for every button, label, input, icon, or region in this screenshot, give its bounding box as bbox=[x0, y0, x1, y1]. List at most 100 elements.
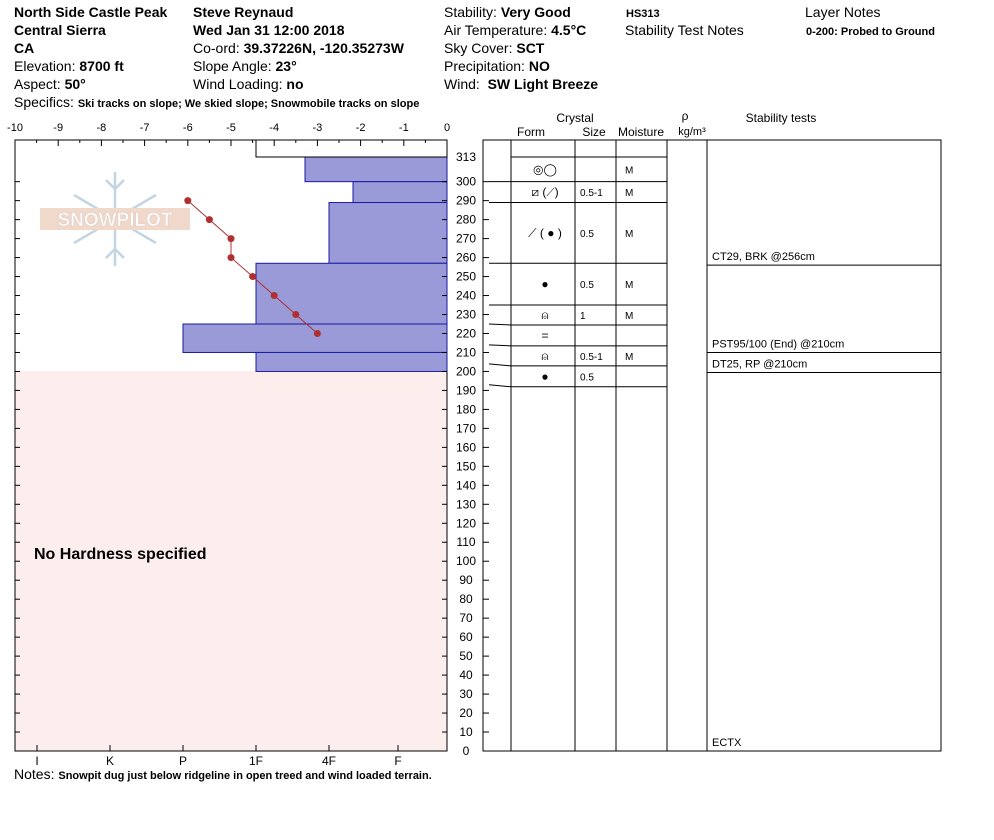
depth-tick-label: 120 bbox=[456, 516, 476, 530]
crystal-size: 1 bbox=[580, 311, 586, 322]
temperature-point bbox=[205, 216, 213, 224]
aspect-label: Aspect: bbox=[14, 76, 61, 92]
header-size: Size bbox=[582, 125, 606, 139]
depth-tick-label: 150 bbox=[456, 459, 476, 473]
temperature-tick-label: -7 bbox=[140, 122, 150, 134]
wind-loading-label: Wind Loading: bbox=[193, 76, 283, 92]
state-name: CA bbox=[14, 40, 35, 56]
depth-tick-label: 170 bbox=[456, 421, 476, 435]
no-hardness-region bbox=[15, 371, 447, 751]
hardness-tick-label: F bbox=[394, 754, 401, 768]
hardness-bar bbox=[182, 323, 448, 353]
depth-tick-label: 110 bbox=[456, 535, 475, 549]
crystal-moisture: M bbox=[625, 188, 633, 199]
depth-tick-label: 300 bbox=[456, 175, 476, 189]
temperature-tick-label: -3 bbox=[313, 122, 323, 134]
notes-field: Notes: Snowpit dug just below ridgeline … bbox=[14, 766, 432, 784]
depth-tick-label: 250 bbox=[456, 270, 476, 284]
hardness-bar bbox=[255, 351, 448, 372]
location-name: North Side Castle Peak bbox=[14, 4, 168, 20]
wind-field: Wind: SW Light Breeze bbox=[444, 76, 598, 92]
depth-tick-label: 160 bbox=[456, 440, 476, 454]
wind-loading-value: no bbox=[286, 76, 304, 92]
crystal-size: 0.5-1 bbox=[580, 188, 603, 199]
air-temperature-label: Air Temperature: bbox=[444, 22, 548, 38]
air-temperature-field: Air Temperature: 4.5°C bbox=[444, 22, 586, 38]
crystal-connector bbox=[488, 323, 512, 326]
depth-tick-label: 270 bbox=[456, 232, 476, 246]
snow-height: HS313 bbox=[626, 8, 660, 20]
hardness-tick-label: P bbox=[179, 754, 187, 768]
no-hardness-message: No Hardness specified bbox=[34, 546, 207, 563]
wind-label: Wind: bbox=[444, 76, 480, 92]
crystal-moisture: M bbox=[625, 280, 633, 291]
depth-axis: 3002902802702602502402302202102001901801… bbox=[15, 150, 489, 758]
sky-cover-label: Sky Cover: bbox=[444, 40, 513, 56]
stability-value: Very Good bbox=[500, 4, 571, 20]
temperature-tick-label: -2 bbox=[356, 122, 366, 134]
coordinates-field: Co-ord: 39.37226N, -120.35273W bbox=[193, 40, 404, 56]
crystal-form: ⍝ bbox=[541, 308, 548, 322]
temperature-point bbox=[184, 197, 192, 205]
layer-note: 0-200: Probed to Ground bbox=[806, 26, 935, 38]
stability-test-notes-title: Stability Test Notes bbox=[625, 22, 744, 38]
crystal-form: ● bbox=[541, 277, 548, 291]
temperature-profile bbox=[184, 197, 321, 337]
air-temperature-value: 4.5°C bbox=[551, 22, 587, 38]
temperature-tick-label: -1 bbox=[399, 122, 409, 134]
stability-test-label: DT25, RP @210cm bbox=[712, 358, 807, 370]
specifics-value: Ski tracks on slope; We skied slope; Sno… bbox=[77, 98, 420, 110]
depth-tick-label: 10 bbox=[459, 725, 473, 739]
surface-bracket bbox=[255, 139, 448, 158]
sky-cover-value: SCT bbox=[516, 40, 545, 56]
crystal-connector bbox=[488, 384, 512, 388]
temperature-point bbox=[227, 235, 235, 243]
crystal-form: ⍝ bbox=[541, 349, 548, 363]
temperature-point bbox=[227, 254, 235, 262]
temperature-axis: -10 -9 -8 -7 -6 -5 -4 -3 -2 -1 0 bbox=[7, 122, 450, 146]
region-name: Central Sierra bbox=[14, 22, 106, 38]
depth-tick-label: 220 bbox=[456, 326, 476, 340]
temperature-tick-label: -5 bbox=[226, 122, 236, 134]
header-density-unit: kg/m³ bbox=[678, 126, 706, 138]
temperature-line bbox=[187, 200, 318, 334]
temperature-tick-label: -4 bbox=[269, 122, 279, 134]
crystal-form: ⟋ ( ● ) bbox=[528, 226, 562, 240]
stability-field: Stability: Very Good bbox=[444, 4, 571, 20]
depth-tick-label: 30 bbox=[459, 687, 473, 701]
depth-tick-label: 100 bbox=[456, 554, 476, 568]
hardness-bar bbox=[255, 262, 448, 325]
hardness-bar bbox=[328, 202, 448, 264]
depth-tick-label: 240 bbox=[456, 289, 476, 303]
crystal-moisture: M bbox=[625, 352, 633, 363]
temperature-point bbox=[249, 273, 257, 281]
depth-tick-label: 70 bbox=[459, 611, 473, 625]
crystal-form: = bbox=[541, 328, 548, 342]
hardness-tick-label: I bbox=[35, 754, 38, 768]
header-rho: ρ bbox=[682, 109, 689, 123]
precipitation-label: Precipitation: bbox=[444, 58, 525, 74]
stability-label: Stability: bbox=[444, 4, 497, 20]
crystal-moisture: M bbox=[625, 165, 633, 176]
elevation-value: 8700 ft bbox=[79, 58, 124, 74]
crystal-size: 0.5 bbox=[580, 372, 594, 383]
coordinates-value: 39.37226N, -120.35273W bbox=[243, 40, 404, 56]
hardness-bars bbox=[182, 139, 448, 372]
layer-notes-title: Layer Notes bbox=[805, 4, 881, 20]
depth-tick-label: 20 bbox=[459, 706, 473, 720]
stability-test-label: PST95/100 (End) @210cm bbox=[712, 338, 844, 350]
depth-tick-label: 200 bbox=[456, 364, 476, 378]
depth-tick-label: 230 bbox=[456, 308, 476, 322]
stability-test-label: ECTX bbox=[712, 737, 742, 749]
crystal-form: ◎◯ bbox=[533, 162, 557, 176]
hardness-tick-label: 1F bbox=[249, 754, 263, 768]
header-stability-tests: Stability tests bbox=[746, 111, 817, 125]
hardness-bar bbox=[352, 181, 448, 204]
logo-band bbox=[40, 208, 190, 230]
depth-tick-label: 290 bbox=[456, 194, 476, 208]
depth-tick-label: 80 bbox=[459, 592, 473, 606]
crystal-connector bbox=[488, 344, 512, 347]
specifics-field: Specifics: Ski tracks on slope; We skied… bbox=[14, 94, 419, 112]
observation-datetime: Wed Jan 31 12:00 2018 bbox=[193, 22, 345, 38]
